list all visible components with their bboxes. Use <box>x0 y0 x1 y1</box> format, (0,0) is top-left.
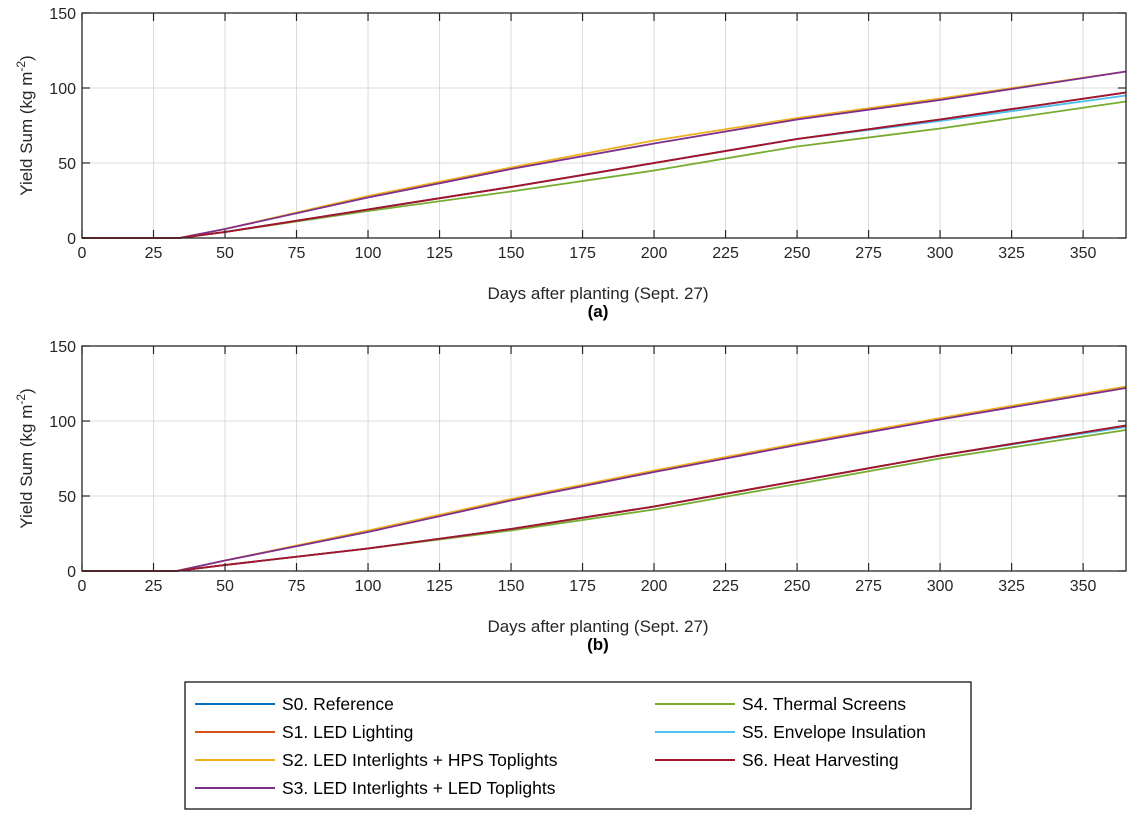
y-tick-label: 150 <box>49 6 76 23</box>
x-tick-label: 225 <box>712 245 739 262</box>
x-tick-label: 0 <box>78 245 87 262</box>
x-tick-label: 350 <box>1070 578 1097 595</box>
x-tick-label: 75 <box>288 245 306 262</box>
x-tick-label: 175 <box>569 245 596 262</box>
series-line-s3 <box>82 387 1127 572</box>
x-tick-label: 75 <box>288 578 306 595</box>
y-tick-label: 0 <box>67 231 76 248</box>
x-tick-label: 50 <box>216 245 234 262</box>
plot-frame <box>81 12 1127 239</box>
x-tick-label: 100 <box>355 245 382 262</box>
x-tick-label: 125 <box>426 578 453 595</box>
y-tick-label: 150 <box>49 339 76 356</box>
x-tick-label: 250 <box>784 245 811 262</box>
legend-box <box>184 681 972 810</box>
panel-label: (a) <box>588 302 609 321</box>
y-tick-label: 50 <box>58 489 76 506</box>
x-axis-label: Days after planting (Sept. 27) <box>487 617 708 636</box>
x-tick-label: 125 <box>426 245 453 262</box>
x-tick-label: 325 <box>998 245 1025 262</box>
x-tick-label: 225 <box>712 578 739 595</box>
x-tick-label: 325 <box>998 578 1025 595</box>
x-tick-label: 300 <box>927 578 954 595</box>
x-tick-label: 300 <box>927 245 954 262</box>
x-tick-label: 275 <box>855 578 882 595</box>
panel-label: (b) <box>587 635 609 654</box>
series-line-s1 <box>82 91 1127 239</box>
legend-entry-label: S5. Envelope Insulation <box>742 722 926 742</box>
y-tick-label: 100 <box>49 81 76 98</box>
x-tick-label: 200 <box>641 578 668 595</box>
panel-b: 0 25 50 75 100 125 150 175 200 225 250 275 300 325 350… <box>14 339 1127 654</box>
legend: S0. Reference S1. LED Lighting S2. LED Int… <box>184 681 972 810</box>
x-tick-label: 25 <box>145 245 163 262</box>
x-tick-label: 100 <box>355 578 382 595</box>
legend-entry-label: S3. LED Interlights + LED Toplights <box>282 778 556 798</box>
legend-entry-label: S2. LED Interlights + HPS Toplights <box>282 750 558 770</box>
x-tick-label: 150 <box>498 245 525 262</box>
x-tick-label: 0 <box>78 578 87 595</box>
series-line-s3 <box>82 70 1127 239</box>
series-line-s5 <box>82 426 1127 572</box>
y-axis-label: Yield Sum (kg m-2) <box>14 55 36 195</box>
x-tick-label: 175 <box>569 578 596 595</box>
y-tick-label: 100 <box>49 414 76 431</box>
series-line-s0 <box>82 91 1127 239</box>
panel-a: 0 25 50 75 100 125 150 175 200 225 250 275 300 325 350… <box>14 6 1127 321</box>
plot-frame <box>81 345 1127 572</box>
legend-entry-label: S1. LED Lighting <box>282 722 413 742</box>
series-line-s1 <box>82 424 1127 572</box>
x-tick-label: 50 <box>216 578 234 595</box>
series-line-s4 <box>82 100 1127 239</box>
x-tick-label: 150 <box>498 578 525 595</box>
legend-entry-label: S0. Reference <box>282 694 394 714</box>
x-tick-label: 350 <box>1070 245 1097 262</box>
series-line-s5 <box>82 94 1127 239</box>
x-tick-label: 200 <box>641 245 668 262</box>
series-line-s6 <box>82 91 1127 239</box>
series-line-s6 <box>82 424 1127 572</box>
x-tick-label: 25 <box>145 578 163 595</box>
x-axis-label: Days after planting (Sept. 27) <box>487 284 708 303</box>
legend-entry-label: S6. Heat Harvesting <box>742 750 899 770</box>
x-tick-label: 250 <box>784 578 811 595</box>
x-tick-label: 275 <box>855 245 882 262</box>
y-axis-label: Yield Sum (kg m-2) <box>14 388 36 528</box>
series-line-s2 <box>82 70 1127 239</box>
series-line-s0 <box>82 424 1127 572</box>
legend-entry-label: S4. Thermal Screens <box>742 694 906 714</box>
y-tick-label: 50 <box>58 156 76 173</box>
y-tick-label: 0 <box>67 564 76 581</box>
